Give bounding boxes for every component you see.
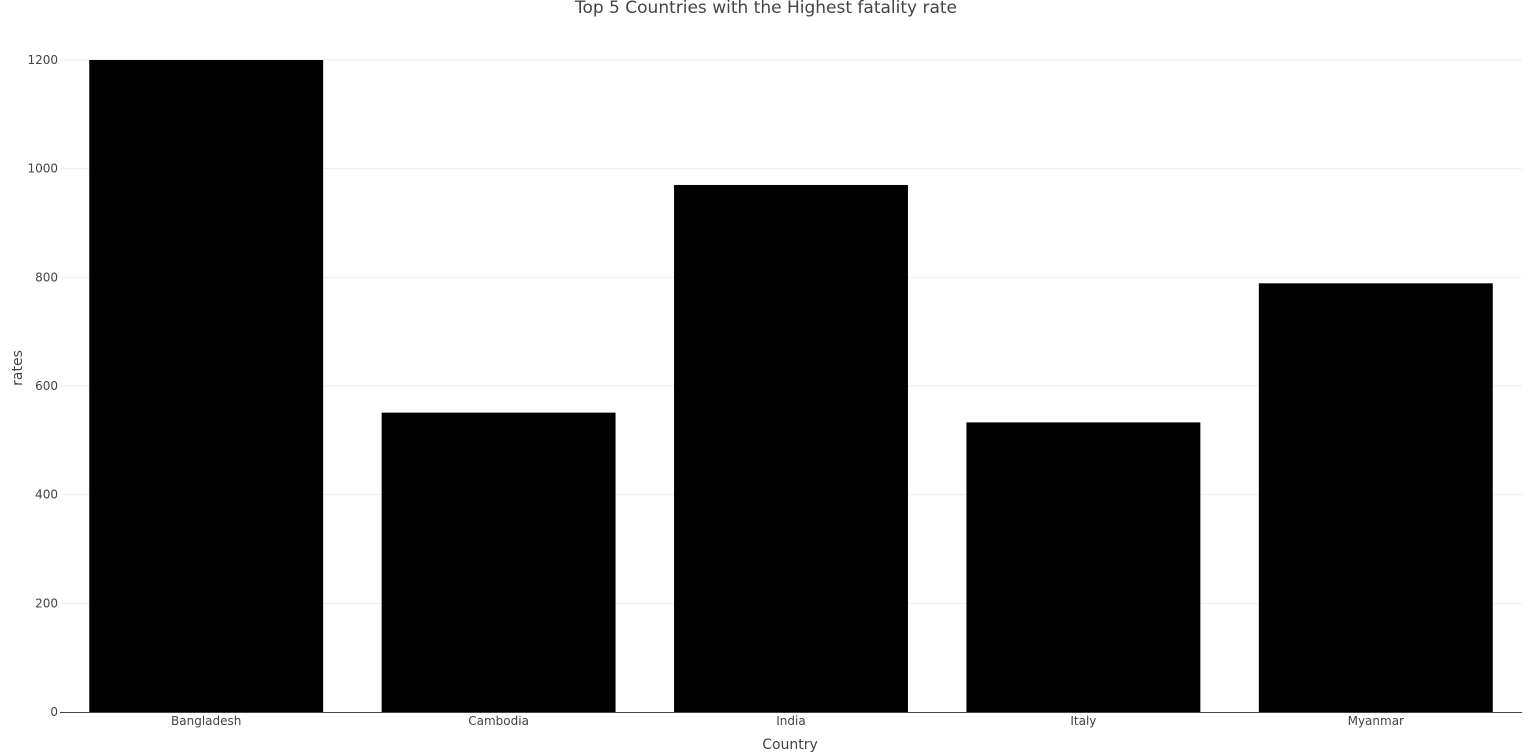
- y-axis-title: rates: [10, 350, 26, 386]
- x-tick-label: Cambodia: [468, 714, 529, 728]
- y-tick-label: 1200: [27, 53, 58, 67]
- bar-india: [674, 184, 908, 712]
- chart-title: Top 5 Countries with the Highest fatalit…: [574, 0, 957, 18]
- bar-cambodia: [381, 412, 616, 712]
- x-tick-label: Myanmar: [1348, 714, 1404, 728]
- bar-myanmar: [1258, 283, 1493, 712]
- x-axis-title: Country: [762, 737, 818, 752]
- bar-bangladesh: [89, 60, 324, 712]
- x-tick-label: Italy: [1070, 714, 1096, 728]
- x-tick-label: India: [776, 714, 805, 728]
- y-axis-ticks: 0 200 400 600 800 1000 1200: [27, 53, 58, 719]
- y-tick-label: 800: [35, 270, 58, 284]
- y-tick-label: 400: [35, 488, 58, 502]
- y-tick-label: 200: [35, 596, 58, 610]
- bars: [89, 60, 1493, 712]
- y-tick-label: 0: [50, 705, 58, 719]
- bar-italy: [966, 422, 1201, 712]
- y-tick-label: 1000: [27, 162, 58, 176]
- x-axis-ticks: Bangladesh Cambodia India Italy Myanmar: [171, 714, 1404, 728]
- y-tick-label: 600: [35, 379, 58, 393]
- x-tick-label: Bangladesh: [171, 714, 241, 728]
